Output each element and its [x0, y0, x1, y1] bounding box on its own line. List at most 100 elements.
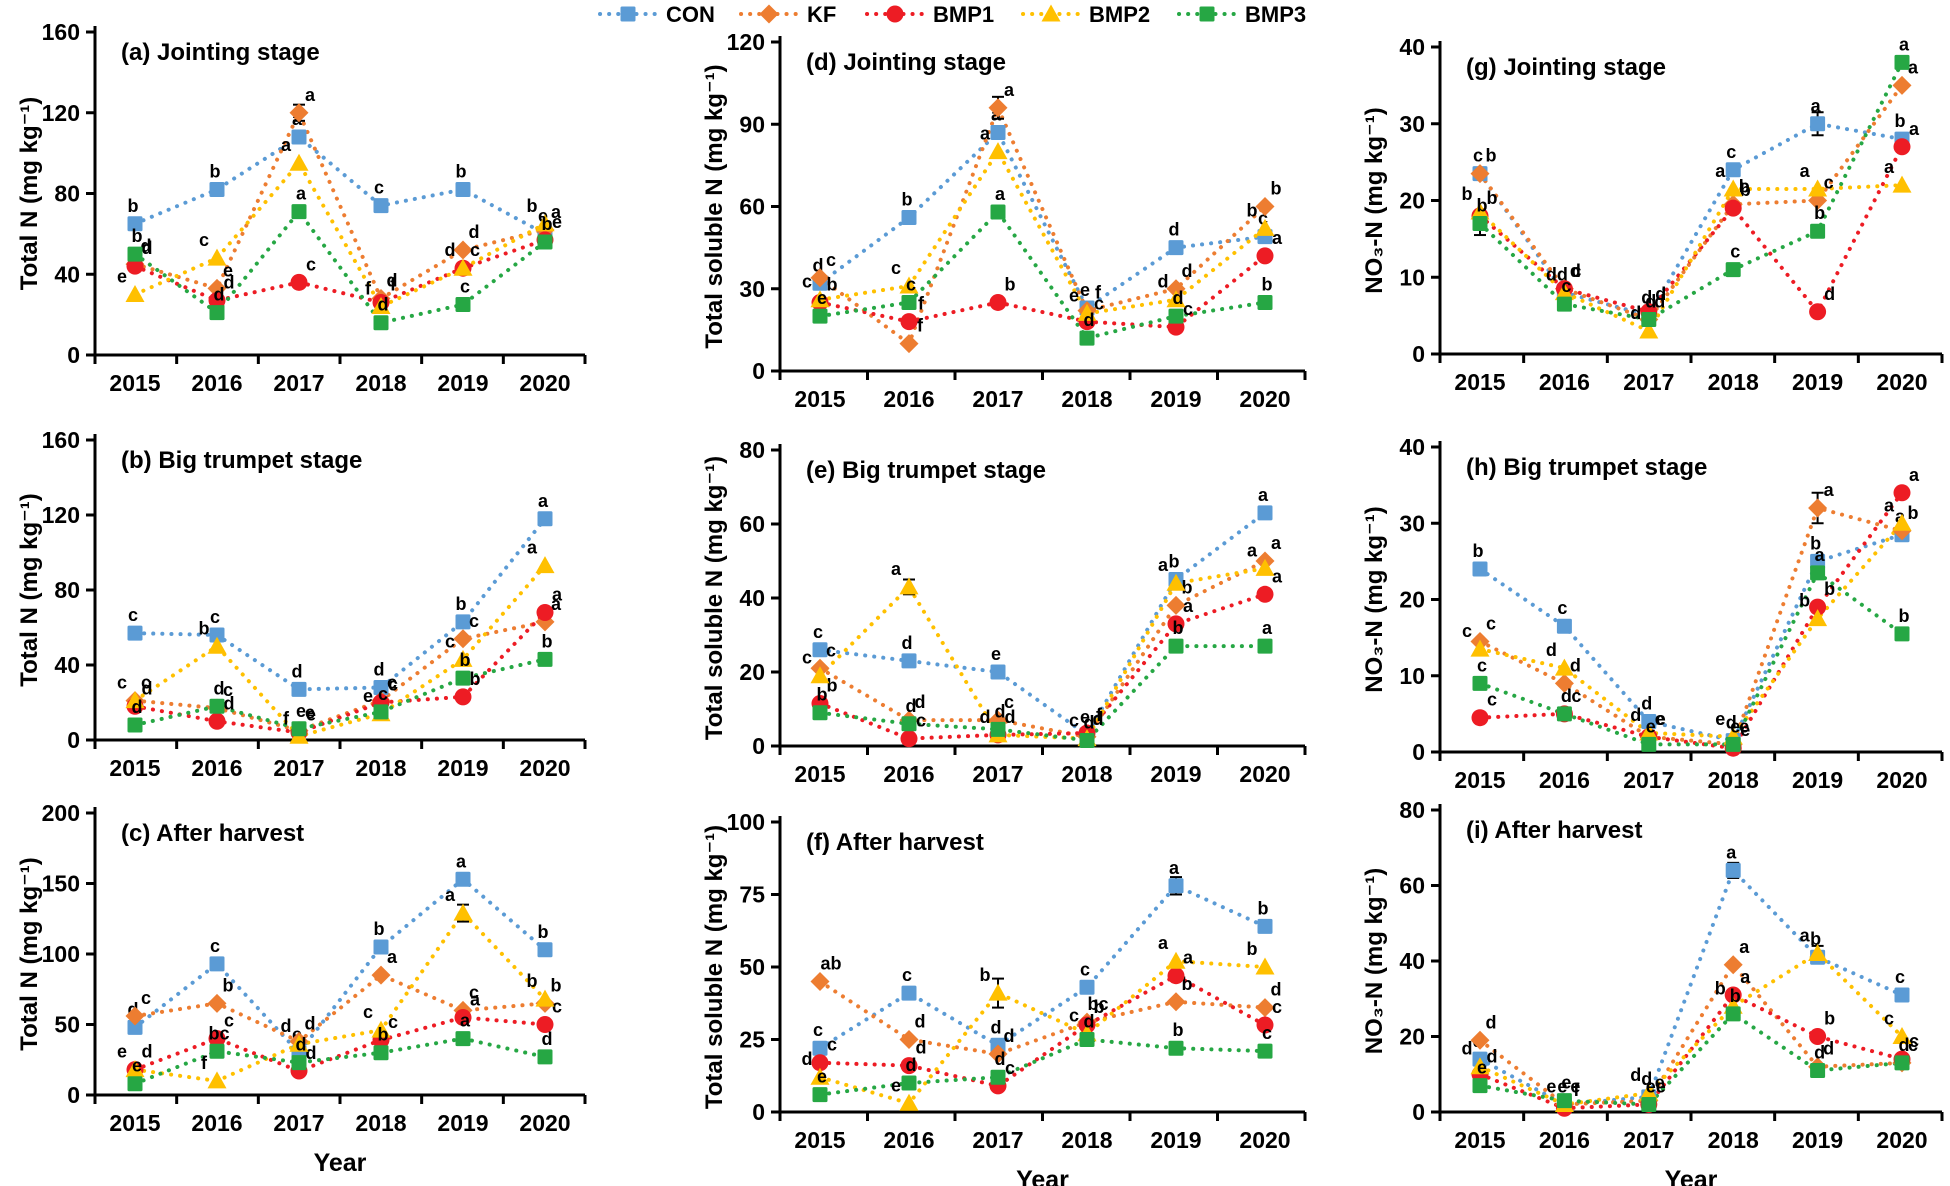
marker-BMP3-2019: [1168, 1040, 1184, 1056]
significance-letter: c: [827, 1035, 837, 1055]
x-axis-title: Year: [314, 1149, 367, 1177]
significance-letter: c: [552, 997, 562, 1017]
significance-letter: a: [1158, 933, 1169, 953]
marker-KF-2018: [1723, 955, 1743, 975]
significance-letter: b: [470, 669, 481, 689]
marker-KF-2015: [810, 972, 830, 991]
x-tick-label-2020: 2020: [519, 755, 570, 781]
marker-BMP3-2016: [209, 698, 225, 714]
marker-BMP3-2016: [901, 1075, 917, 1091]
significance-letter: b: [542, 214, 553, 234]
y-tick-label: 20: [1399, 1024, 1425, 1050]
legend-label-BMP2: BMP2: [1089, 2, 1150, 27]
significance-letter: a: [1909, 119, 1920, 139]
significance-letter: e: [1080, 280, 1090, 300]
marker-BMP3-2016: [1556, 706, 1572, 722]
marker-BMP3-2018: [1725, 1006, 1741, 1022]
significance-letter: a: [445, 885, 456, 905]
significance-letter: c: [1557, 598, 1567, 618]
significance-letter: c: [445, 631, 455, 651]
significance-letter: b: [1810, 533, 1821, 553]
significance-letter: d: [995, 1049, 1006, 1069]
series-line-KF: [818, 559, 1267, 739]
marker-KF-2015: [1470, 1030, 1490, 1050]
x-tick-label-2020: 2020: [519, 1110, 570, 1136]
marker-BMP1-2016: [208, 1030, 226, 1048]
series-line-CON: [818, 510, 1267, 738]
significance-letter: e: [1656, 709, 1666, 729]
x-tick-label-2016: 2016: [1539, 369, 1590, 395]
significance-letter: a: [1800, 161, 1811, 181]
y-tick-label: 25: [739, 1027, 765, 1053]
y-tick-label: 20: [1399, 188, 1425, 214]
significance-letter: b: [1486, 146, 1497, 166]
panel-title: (g) Jointing stage: [1466, 54, 1666, 81]
significance-letter: c: [1884, 1009, 1894, 1029]
significance-letter: f: [918, 294, 925, 314]
significance-letter: c: [1005, 1058, 1015, 1078]
marker-BMP3-2017: [1641, 311, 1657, 327]
significance-letter: a: [1739, 937, 1750, 957]
series-line-BMP2: [1478, 950, 1904, 1107]
x-tick-label-2015: 2015: [109, 755, 160, 781]
marker-BMP2-2015: [810, 1067, 830, 1085]
y-tick-label: 120: [42, 502, 80, 528]
marker-BMP3-2020: [537, 1049, 553, 1065]
series-line-BMP2: [133, 909, 547, 1083]
significance-letter: d: [1655, 284, 1666, 304]
marker-KF-2017: [289, 103, 309, 123]
significance-letter: e: [552, 212, 562, 232]
y-tick-label: 30: [739, 276, 765, 302]
significance-letter: c: [1069, 1006, 1079, 1026]
marker-BMP2-2020: [1255, 558, 1275, 576]
significance-letter: e: [1715, 709, 1725, 729]
y-tick-label: 20: [739, 659, 765, 685]
significance-letter: c: [1908, 1035, 1918, 1055]
significance-letter: c: [1571, 261, 1581, 281]
panel-b: 0 40 80 120 160 2015 2016 2017 2018 2019 2020 (b) B…: [16, 427, 587, 781]
x-tick-label-2017: 2017: [273, 1110, 324, 1136]
marker-CON-2017: [990, 124, 1006, 140]
marker-BMP1-2020: [1893, 138, 1911, 156]
x-tick-label-2020: 2020: [1876, 1127, 1927, 1153]
marker-BMP2-2019: [453, 649, 473, 667]
y-tick-label: 0: [1412, 1099, 1425, 1125]
significance-letter: b: [1477, 196, 1488, 216]
significance-letter: d: [1173, 288, 1184, 308]
significance-letter: d: [1487, 1046, 1498, 1066]
marker-BMP2-2020: [1892, 175, 1912, 193]
marker-CON-2018: [373, 198, 389, 214]
significance-letter: a: [1815, 545, 1826, 565]
x-tick-label-2016: 2016: [1539, 1127, 1590, 1153]
significance-letter: a: [296, 184, 307, 204]
significance-letter: a: [1800, 925, 1811, 945]
marker-BMP2-2015: [1470, 202, 1490, 220]
marker-CON-2017: [291, 681, 307, 697]
significance-letter: a: [527, 538, 538, 558]
significance-letter: a: [1169, 858, 1180, 878]
marker-KF-2016: [207, 993, 227, 1013]
marker-BMP1-2019: [454, 688, 472, 706]
marker-BMP2-2015: [125, 284, 145, 302]
significance-letter: d: [1824, 284, 1835, 304]
series-line-BMP2: [133, 159, 547, 310]
significance-letter: a: [1909, 465, 1920, 485]
significance-letter: d: [1546, 640, 1557, 660]
marker-KF-2020: [1892, 75, 1912, 95]
y-tick-label: 30: [1399, 510, 1425, 536]
significance-letter: a: [1272, 228, 1283, 248]
significance-letter: d: [915, 692, 926, 712]
marker-BMP1-2020: [536, 1016, 554, 1033]
marker-BMP1-2020: [1893, 484, 1911, 502]
marker-BMP2-2019: [1808, 179, 1828, 197]
panel-e: 0 20 40 60 80 2015 2016 2017 2018 2019 2020 (e) Big…: [701, 437, 1307, 787]
significance-letter: d: [902, 633, 913, 653]
x-tick-label-2018: 2018: [1061, 761, 1112, 787]
marker-BMP3-2020: [1257, 1043, 1273, 1059]
x-tick-label-2015: 2015: [109, 370, 160, 396]
significance-letter: e: [1477, 1058, 1487, 1078]
panel-title: (c) After harvest: [121, 820, 304, 847]
significance-letter: a: [1262, 618, 1273, 638]
significance-letter: d: [296, 1035, 307, 1055]
series-line-BMP3: [133, 208, 547, 325]
